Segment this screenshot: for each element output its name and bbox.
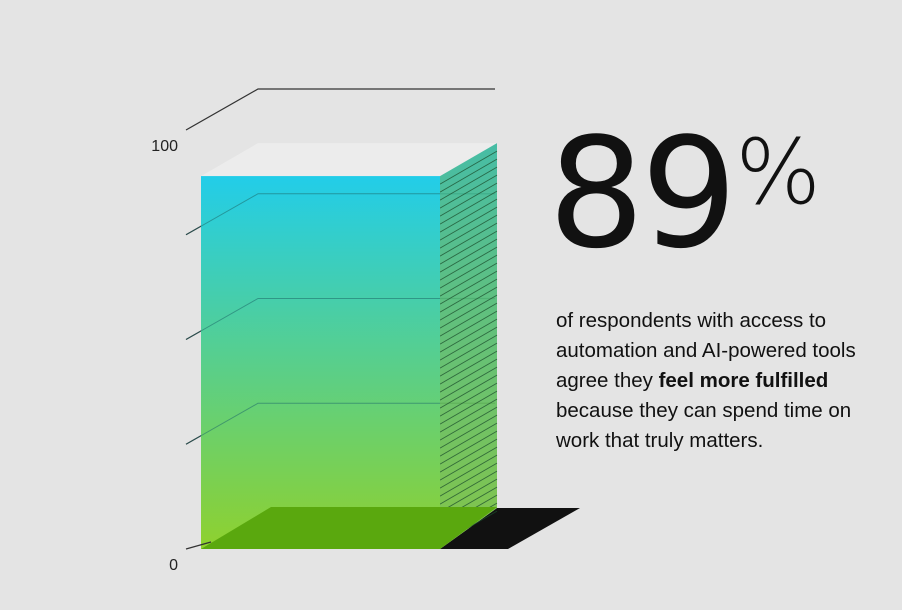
stat-unit: % [735, 120, 821, 225]
y-tick-label: 0 [169, 557, 178, 574]
stat-caption: of respondents with access to automation… [556, 306, 886, 456]
gridline-through-bar [185, 193, 440, 236]
caption-text: of respondents with access to automation… [556, 309, 856, 392]
gridline-through-bar [185, 298, 440, 340]
bar-base [201, 507, 497, 549]
y-tick-label: 100 [151, 138, 178, 155]
axis-baseline [185, 541, 212, 550]
gridline [185, 88, 495, 131]
stat-number: 89 [548, 105, 737, 282]
caption-text-end: because they can spend time on work that… [556, 399, 852, 452]
bar-shadow [440, 508, 580, 549]
bar-top [201, 143, 497, 177]
bar-front [201, 176, 440, 549]
gridline-through-bar [185, 402, 440, 445]
stat-value: 89% [548, 118, 821, 270]
caption-emphasis: feel more fulfilled [658, 369, 829, 392]
